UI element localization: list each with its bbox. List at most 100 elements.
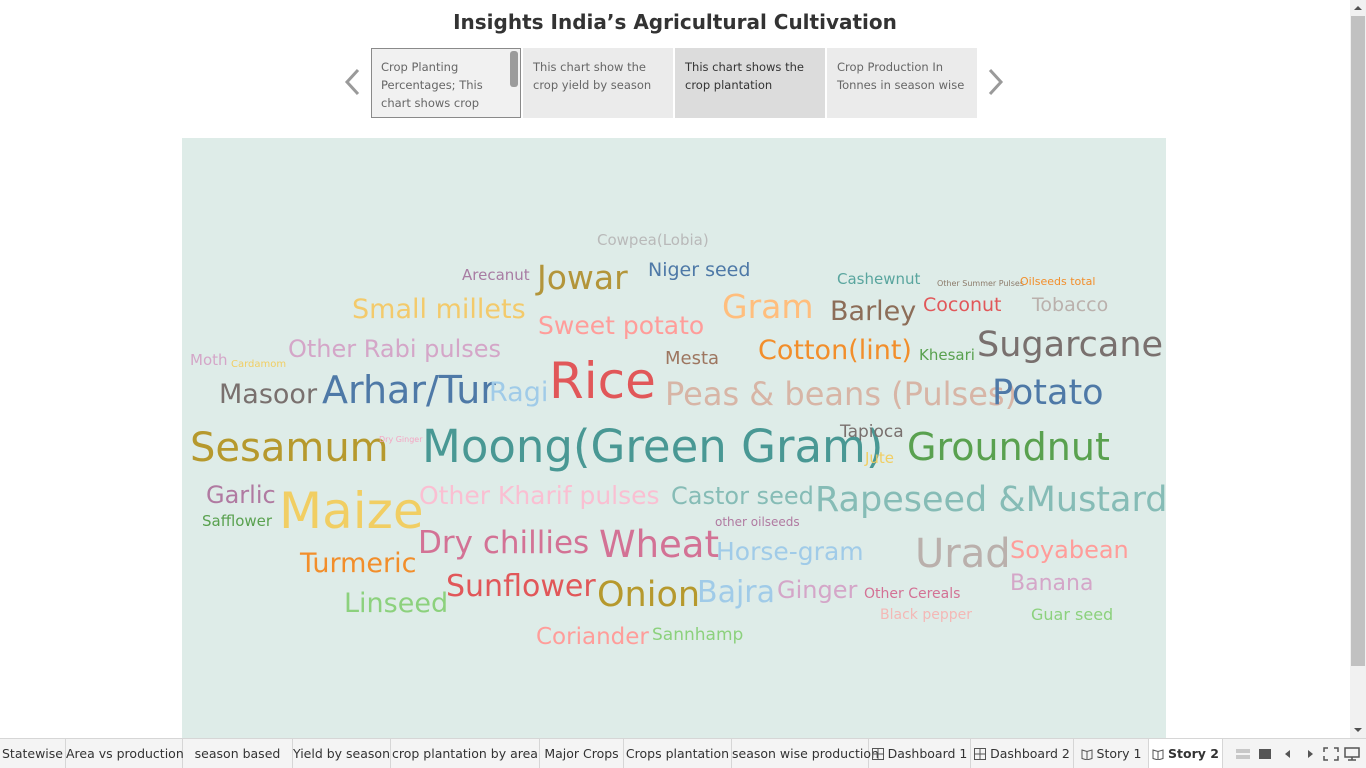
- sheet-tab-label: Area vs production: [66, 746, 184, 761]
- sheet-tab-label: Dashboard 1: [887, 746, 968, 761]
- word-cloud-term[interactable]: Khesari: [919, 346, 975, 364]
- word-cloud-term[interactable]: Bajra: [697, 575, 776, 610]
- word-cloud-term[interactable]: Cowpea(Lobia): [597, 231, 709, 249]
- word-cloud-term[interactable]: Maize: [279, 482, 424, 540]
- word-cloud-term[interactable]: Linseed: [344, 588, 449, 619]
- sheet-tab-major-crops[interactable]: Major Crops: [540, 739, 624, 768]
- scroll-down-icon[interactable]: [1350, 722, 1366, 738]
- word-cloud-term[interactable]: Arecanut: [462, 266, 530, 284]
- word-cloud-term[interactable]: Onion: [597, 575, 701, 615]
- word-cloud-term[interactable]: Barley: [830, 296, 917, 327]
- sheet-tab-label: crop plantation by area: [392, 746, 538, 761]
- word-cloud-term[interactable]: Arhar/Tur: [322, 368, 496, 412]
- word-cloud-term[interactable]: Niger seed: [648, 259, 751, 281]
- word-cloud-term[interactable]: Other Cereals: [864, 586, 961, 602]
- story-point-3[interactable]: This chart shows the crop plantation: [675, 48, 825, 118]
- word-cloud-term[interactable]: Tobacco: [1032, 294, 1109, 316]
- word-cloud-term[interactable]: Banana: [1010, 571, 1094, 596]
- sheet-tab-bar: Statewise Area vs production season based Y…: [0, 738, 1366, 768]
- word-cloud-term[interactable]: Masoor: [219, 379, 318, 410]
- word-cloud-term[interactable]: Small millets: [352, 294, 526, 325]
- story-point-scrollbar[interactable]: [510, 51, 518, 87]
- word-cloud-term[interactable]: Sweet potato: [538, 311, 705, 340]
- word-cloud-term[interactable]: Gram: [722, 287, 814, 326]
- word-cloud-term[interactable]: Moong(Green Gram): [422, 420, 884, 473]
- word-cloud-term[interactable]: Cashewnut: [837, 270, 921, 288]
- story-point-1[interactable]: Crop Planting Percentages; This chart sh…: [371, 48, 521, 118]
- next-story-point-button[interactable]: [980, 62, 1010, 102]
- word-cloud-term[interactable]: Moth: [190, 351, 228, 369]
- word-cloud-term[interactable]: Dry Ginger: [379, 435, 423, 444]
- word-cloud-term[interactable]: Cardamom: [231, 359, 287, 370]
- word-cloud-term[interactable]: Groundnut: [907, 425, 1110, 469]
- word-cloud-term[interactable]: Sannhamp: [652, 625, 744, 645]
- previous-story-point-button[interactable]: [338, 62, 368, 102]
- sheet-tab-story-2[interactable]: Story 2: [1149, 739, 1223, 768]
- word-cloud-term[interactable]: Mesta: [665, 348, 720, 369]
- word-cloud-term[interactable]: Dry chillies: [418, 525, 590, 561]
- sheet-tab-label: Story 2: [1168, 746, 1219, 761]
- sheet-tab-label: Major Crops: [544, 746, 619, 761]
- next-sheet-icon[interactable]: [1302, 747, 1318, 761]
- sheet-tab-crops-plantation[interactable]: Crops plantation: [624, 739, 732, 768]
- sheet-tab-area-vs-production[interactable]: Area vs production: [66, 739, 184, 768]
- filmstrip-icon[interactable]: [1257, 747, 1273, 761]
- word-cloud-term[interactable]: Soyabean: [1010, 536, 1129, 564]
- scrollbar-thumb[interactable]: [1351, 16, 1365, 666]
- word-cloud-term[interactable]: Other Kharif pulses: [419, 481, 660, 510]
- word-cloud-term[interactable]: Other Rabi pulses: [288, 335, 502, 363]
- word-cloud-term[interactable]: Jute: [865, 449, 895, 467]
- word-cloud-term[interactable]: Garlic: [206, 481, 276, 509]
- sheet-tab-label: Statewise: [2, 746, 63, 761]
- word-cloud-term[interactable]: Peas & beans (Pulses): [665, 375, 1018, 413]
- sheet-tab-story-1[interactable]: Story 1: [1074, 739, 1149, 768]
- scroll-up-icon[interactable]: [1350, 0, 1366, 16]
- word-cloud-term[interactable]: Castor seed: [671, 482, 814, 510]
- story-point-4[interactable]: Crop Production In Tonnes in season wise: [827, 48, 977, 118]
- sheet-sorter-icon[interactable]: [1235, 747, 1251, 761]
- word-cloud-term[interactable]: Black pepper: [880, 607, 972, 623]
- sheet-tab-yield-by-season[interactable]: Yield by season: [293, 739, 391, 768]
- word-cloud-term[interactable]: Oilseeds total: [1020, 275, 1096, 288]
- word-cloud-term[interactable]: Urad: [915, 531, 1011, 577]
- word-cloud-term[interactable]: Wheat: [599, 523, 719, 566]
- word-cloud-term[interactable]: Tapioca: [840, 422, 904, 442]
- story-point-2[interactable]: This chart show the crop yield by season: [523, 48, 673, 118]
- word-cloud-term[interactable]: Sesamum: [190, 425, 389, 471]
- sheet-tab-season-based[interactable]: season based: [183, 739, 293, 768]
- word-cloud-term[interactable]: Horse-gram: [716, 537, 864, 566]
- word-cloud-term[interactable]: Ragi: [489, 377, 549, 408]
- sheet-tab-season-wise-production[interactable]: season wise production: [732, 739, 879, 768]
- word-cloud-term[interactable]: Ginger: [777, 576, 858, 604]
- story-point-label: Crop Production In Tonnes in season wise: [837, 60, 965, 92]
- story-book-icon: [1152, 749, 1164, 760]
- chevron-right-icon: [988, 68, 1004, 96]
- sheet-tab-label: season based: [194, 746, 281, 761]
- sheet-tab-dashboard-2[interactable]: Dashboard 2: [971, 739, 1074, 768]
- sheet-tab-crop-plantation-by-area[interactable]: crop plantation by area: [391, 739, 540, 768]
- word-cloud-term[interactable]: Sunflower: [446, 569, 596, 604]
- word-cloud-term[interactable]: Potato: [992, 373, 1104, 413]
- word-cloud-term[interactable]: Safflower: [202, 512, 273, 530]
- word-cloud-term[interactable]: Rapeseed &Mustard: [815, 480, 1166, 520]
- sheet-tab-statewise[interactable]: Statewise: [0, 739, 66, 768]
- word-cloud-term[interactable]: Cotton(lint): [758, 335, 912, 366]
- sheet-tab-label: season wise production: [732, 746, 879, 761]
- word-cloud-term[interactable]: Other Summer Pulses: [937, 279, 1024, 288]
- word-cloud: Cowpea(Lobia) Arecanut Jowar Niger seed Cash…: [182, 138, 1166, 738]
- vertical-scrollbar[interactable]: [1350, 0, 1366, 738]
- word-cloud-term[interactable]: Rice: [549, 352, 656, 410]
- presentation-mode-icon[interactable]: [1344, 747, 1360, 761]
- word-cloud-term[interactable]: Sugarcane: [977, 325, 1164, 365]
- sheet-tab-label: Dashboard 2: [990, 746, 1070, 761]
- word-cloud-term[interactable]: Jowar: [537, 258, 628, 297]
- word-cloud-term[interactable]: Coconut: [923, 294, 1002, 316]
- dashboard-grid-icon: [974, 748, 987, 760]
- word-cloud-term[interactable]: other oilseeds: [715, 515, 800, 529]
- word-cloud-term[interactable]: Coriander: [536, 624, 649, 650]
- word-cloud-term[interactable]: Guar seed: [1031, 605, 1114, 624]
- sheet-tab-dashboard-1[interactable]: Dashboard 1: [869, 739, 971, 768]
- word-cloud-term[interactable]: Turmeric: [300, 548, 417, 579]
- previous-sheet-icon[interactable]: [1280, 747, 1296, 761]
- fit-window-icon[interactable]: [1323, 747, 1339, 761]
